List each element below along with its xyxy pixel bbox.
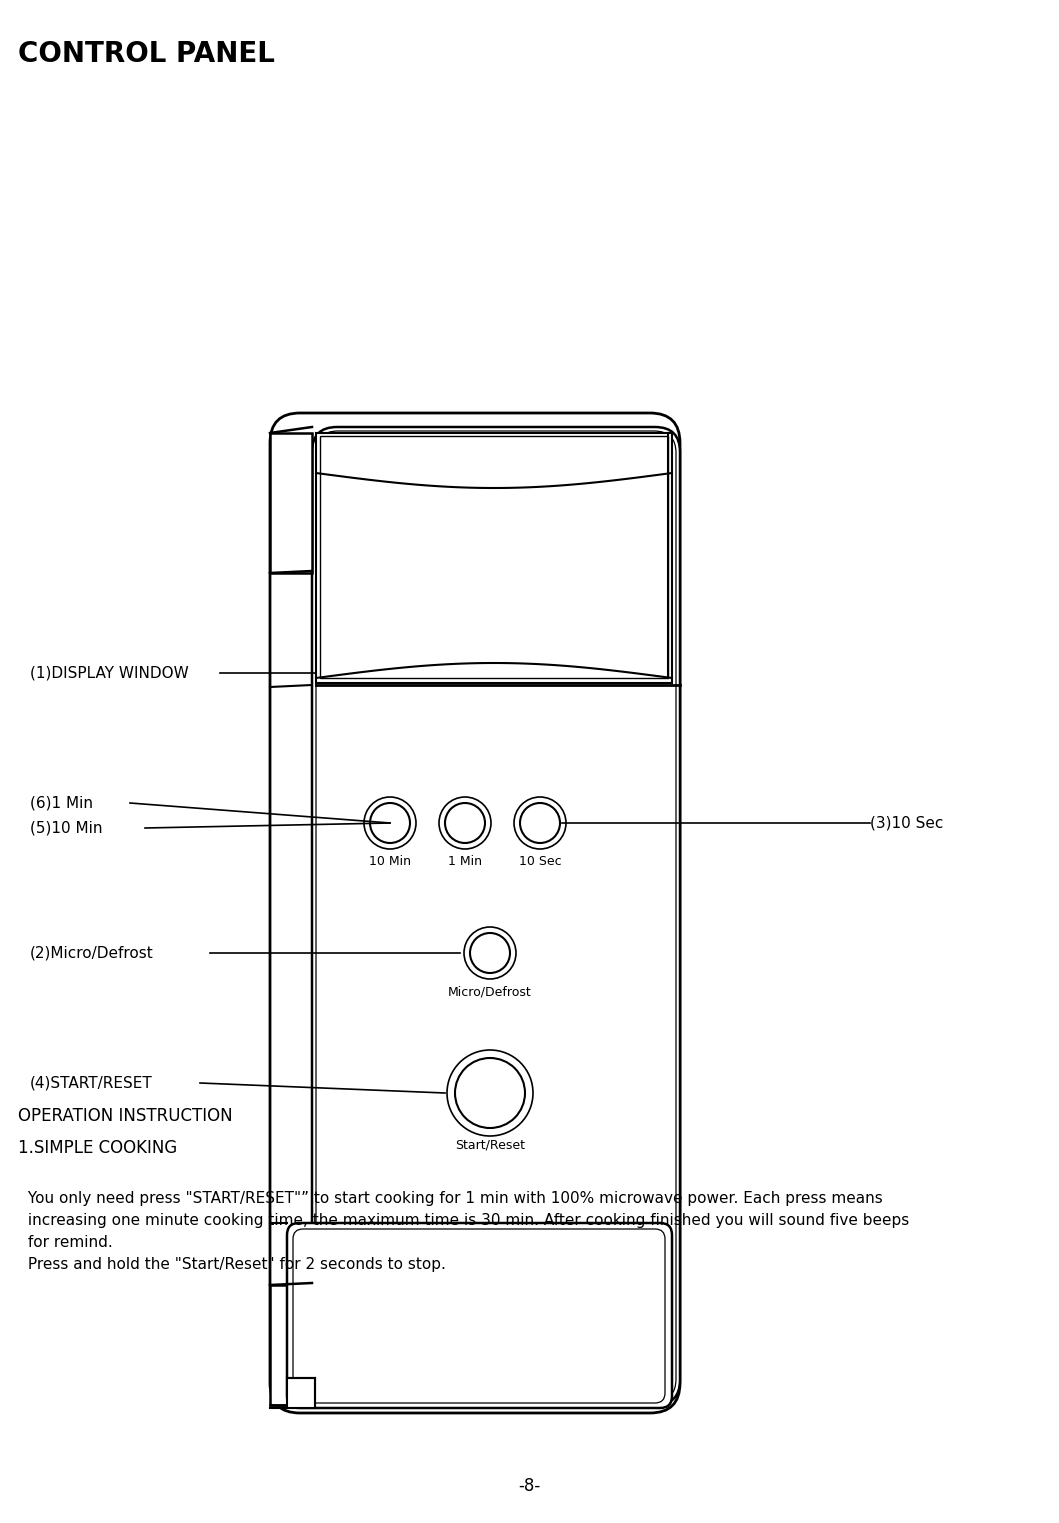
Text: (5)10 Min: (5)10 Min bbox=[30, 821, 103, 836]
Text: (2)Micro/Defrost: (2)Micro/Defrost bbox=[30, 946, 154, 961]
Bar bbox=[287, 1378, 315, 1407]
Circle shape bbox=[455, 1058, 525, 1129]
FancyBboxPatch shape bbox=[312, 426, 680, 1406]
FancyBboxPatch shape bbox=[270, 1285, 312, 1406]
Text: increasing one minute cooking time, the maximum time is 30 min. After cooking fi: increasing one minute cooking time, the … bbox=[23, 1212, 910, 1228]
Circle shape bbox=[447, 1049, 533, 1136]
Circle shape bbox=[520, 803, 560, 844]
FancyBboxPatch shape bbox=[287, 1223, 672, 1407]
Bar bbox=[320, 436, 668, 678]
Text: Press and hold the "Start/Reset" for 2 seconds to stop.: Press and hold the "Start/Reset" for 2 s… bbox=[23, 1256, 446, 1272]
Circle shape bbox=[470, 934, 510, 973]
Text: OPERATION INSTRUCTION: OPERATION INSTRUCTION bbox=[18, 1107, 233, 1125]
Circle shape bbox=[514, 797, 566, 848]
Text: Micro/Defrost: Micro/Defrost bbox=[448, 985, 532, 998]
Text: 10 Sec: 10 Sec bbox=[519, 854, 561, 868]
Circle shape bbox=[445, 803, 485, 844]
FancyBboxPatch shape bbox=[270, 433, 312, 573]
Text: 1.SIMPLE COOKING: 1.SIMPLE COOKING bbox=[18, 1139, 177, 1157]
Text: -8-: -8- bbox=[518, 1477, 541, 1496]
Text: (6)1 Min: (6)1 Min bbox=[30, 795, 93, 810]
Circle shape bbox=[370, 803, 410, 844]
Text: (3)10 Sec: (3)10 Sec bbox=[870, 815, 944, 830]
Circle shape bbox=[439, 797, 491, 848]
Text: You only need press "START/RESET"” to start cooking for 1 min with 100% microwav: You only need press "START/RESET"” to st… bbox=[23, 1191, 883, 1206]
Text: 1 Min: 1 Min bbox=[448, 854, 482, 868]
Text: 10 Min: 10 Min bbox=[369, 854, 411, 868]
Text: CONTROL PANEL: CONTROL PANEL bbox=[18, 40, 275, 69]
Text: for remind.: for remind. bbox=[23, 1235, 112, 1250]
Text: Start/Reset: Start/Reset bbox=[455, 1138, 525, 1151]
FancyBboxPatch shape bbox=[270, 413, 680, 1413]
Text: (1)DISPLAY WINDOW: (1)DISPLAY WINDOW bbox=[30, 666, 189, 681]
Circle shape bbox=[464, 928, 516, 979]
Bar bbox=[316, 433, 672, 682]
Circle shape bbox=[364, 797, 416, 848]
Text: (4)START/RESET: (4)START/RESET bbox=[30, 1075, 152, 1090]
